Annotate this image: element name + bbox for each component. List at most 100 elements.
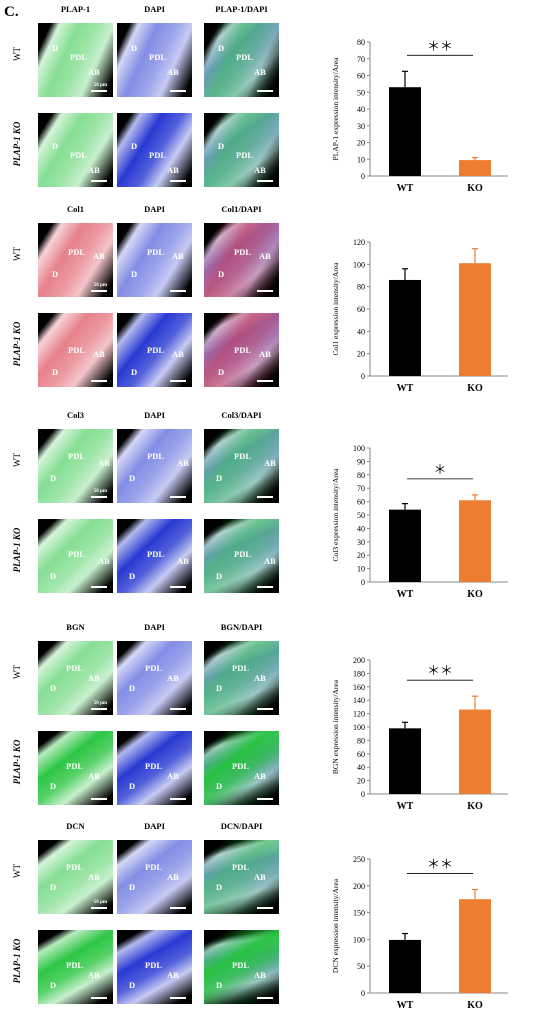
tissue-label-ab: AB	[264, 556, 276, 566]
tissue-label-pdl: PDL	[66, 862, 83, 872]
tissue-label-ab: AB	[167, 970, 179, 980]
tissue-label-ab: AB	[98, 556, 110, 566]
tissue-label-d: D	[50, 882, 57, 892]
column-title: DAPI	[144, 821, 165, 831]
tissue-label-d: D	[129, 683, 136, 693]
tissue-label-d: D	[216, 882, 223, 892]
y-tick-label: 100	[353, 723, 365, 732]
column-title: Col1	[67, 204, 84, 214]
tissue-label-ab: AB	[88, 165, 100, 175]
tissue-label-d: D	[129, 781, 136, 791]
y-tick-label: 100	[353, 935, 365, 944]
micrograph-dapi-wt: D PDL AB	[117, 429, 192, 503]
x-tick-label: KO	[467, 801, 483, 812]
significance-marker: ＊＊	[427, 663, 453, 678]
tissue-label-ab: AB	[167, 872, 179, 882]
scale-bar	[170, 997, 186, 999]
scale-bar-label: 50 μm	[93, 900, 107, 905]
bar-ko	[459, 899, 491, 993]
x-tick-label: KO	[467, 383, 483, 394]
x-tick-label: KO	[467, 183, 483, 194]
column-title: BGN	[66, 622, 85, 632]
tissue-label-ab: AB	[88, 673, 100, 683]
y-tick-label: 20	[357, 350, 365, 359]
row-label-text: PLAP-1 KO	[12, 739, 22, 785]
tissue-label-ab: AB	[259, 349, 271, 359]
y-tick-label: 140	[353, 696, 365, 705]
micrograph-marker-wt: D PDL AB 50 μm	[38, 23, 113, 97]
micrograph-dapi-wt: D PDL AB	[117, 223, 192, 297]
row-label-text: PLAP-1 KO	[12, 321, 22, 367]
column-title: DCN	[66, 821, 85, 831]
column-title: Col3	[67, 410, 84, 420]
scale-bar	[91, 586, 107, 588]
y-tick-label: 70	[357, 55, 365, 64]
scale-bar	[91, 180, 107, 182]
row-label-text: PLAP-1 KO	[12, 938, 22, 984]
tissue-label-d: D	[216, 781, 223, 791]
tissue-label-pdl: PDL	[147, 549, 164, 559]
tissue-label-ab: AB	[93, 349, 105, 359]
scale-bar	[91, 708, 107, 710]
figure-block-col1: Col1 DAPI Col1/DAPI WT D PDL AB 50 μm D PDL AB D PDL…	[0, 204, 550, 399]
column-title: DAPI	[144, 622, 165, 632]
tissue-label-pdl: PDL	[147, 247, 164, 257]
figure-block-plap-1: PLAP-1 DAPI PLAP-1/DAPI WT D PDL AB 50 μm D PDL AB…	[0, 4, 550, 199]
scale-bar	[91, 907, 107, 909]
micrograph-dapi-ko: D PDL AB	[117, 519, 192, 593]
row-label-text: WT	[12, 247, 22, 261]
y-tick-label: 0	[361, 578, 365, 587]
tissue-label-d: D	[218, 141, 225, 151]
y-tick-label: 40	[357, 327, 365, 336]
bar-ko	[459, 709, 491, 794]
tissue-label-ab: AB	[88, 872, 100, 882]
tissue-label-ab: AB	[264, 458, 276, 468]
tissue-label-ab: AB	[88, 67, 100, 77]
bar-chart-col1: 0 20 40 60 80 100 120 Col1 expression intensity…	[331, 238, 508, 394]
tissue-label-pdl: PDL	[66, 960, 83, 970]
tissue-label-ab: AB	[88, 970, 100, 980]
y-tick-label: 40	[357, 105, 365, 114]
scale-bar	[170, 907, 186, 909]
tissue-label-d: D	[50, 571, 57, 581]
y-tick-label: 80	[357, 471, 365, 480]
x-tick-label: WT	[397, 383, 414, 394]
row-label-text: WT	[12, 665, 22, 679]
bar-wt	[389, 87, 421, 176]
tissue-label-pdl: PDL	[145, 761, 162, 771]
micrograph-merge-ko: D PDL AB	[204, 519, 279, 593]
tissue-label-ab: AB	[254, 771, 266, 781]
column-title: Col1/DAPI	[221, 204, 262, 214]
tissue-label-d: D	[216, 571, 223, 581]
tissue-label-d: D	[52, 43, 59, 53]
tissue-label-pdl: PDL	[232, 862, 249, 872]
x-tick-label: KO	[467, 589, 483, 600]
y-tick-label: 120	[353, 710, 365, 719]
bar-wt	[389, 279, 421, 376]
bar-chart-col3: 0 10 20 30 40 50 60 70 80 90 100 Col3 expression in…	[331, 444, 508, 600]
tissue-label-pdl: PDL	[234, 247, 251, 257]
tissue-label-ab: AB	[259, 251, 271, 261]
figure-block-col3: Col3 DAPI Col3/DAPI WT D PDL AB 50 μm D PDL AB D PDL…	[0, 410, 550, 605]
scale-bar	[257, 586, 273, 588]
y-tick-label: 120	[353, 238, 365, 247]
column-title: Col3/DAPI	[221, 410, 262, 420]
scale-bar	[170, 290, 186, 292]
tissue-label-ab: AB	[167, 67, 179, 77]
y-tick-label: 90	[357, 457, 365, 466]
row-label-text: PLAP-1 KO	[12, 527, 22, 573]
tissue-label-d: D	[50, 980, 57, 990]
y-tick-label: 20	[357, 139, 365, 148]
y-tick-label: 80	[357, 283, 365, 292]
micrograph-merge-wt: D PDL AB	[204, 429, 279, 503]
x-tick-label: WT	[397, 589, 414, 600]
bar-ko	[459, 500, 491, 582]
tissue-label-d: D	[131, 141, 138, 151]
row-label-wt: WT	[4, 834, 30, 908]
row-label-text: PLAP-1 KO	[12, 121, 22, 167]
y-tick-label: 20	[357, 777, 365, 786]
tissue-label-pdl: PDL	[149, 150, 166, 160]
row-label-text: WT	[12, 864, 22, 878]
row-label-text: WT	[12, 47, 22, 61]
y-tick-label: 70	[357, 484, 365, 493]
